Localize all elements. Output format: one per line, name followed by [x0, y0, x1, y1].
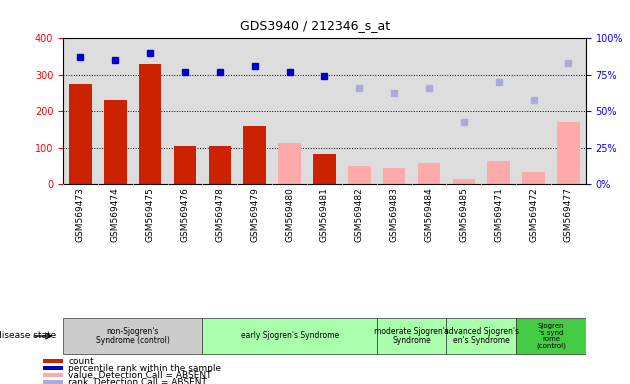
- FancyBboxPatch shape: [516, 318, 586, 354]
- Text: GSM569482: GSM569482: [355, 187, 364, 242]
- FancyBboxPatch shape: [447, 318, 516, 354]
- FancyBboxPatch shape: [63, 318, 202, 354]
- Text: GDS3940 / 212346_s_at: GDS3940 / 212346_s_at: [240, 19, 390, 32]
- Bar: [383, 168, 406, 184]
- Text: GSM569485: GSM569485: [459, 187, 468, 242]
- Text: GSM569473: GSM569473: [76, 187, 85, 242]
- Bar: [522, 172, 545, 184]
- Text: early Sjogren's Syndrome: early Sjogren's Syndrome: [241, 331, 339, 341]
- Bar: [43, 380, 63, 384]
- Text: value, Detection Call = ABSENT: value, Detection Call = ABSENT: [69, 371, 212, 380]
- Text: GSM569475: GSM569475: [146, 187, 154, 242]
- Text: GSM569483: GSM569483: [390, 187, 399, 242]
- Bar: [557, 122, 580, 184]
- Bar: [488, 161, 510, 184]
- Text: GSM569484: GSM569484: [425, 187, 433, 242]
- Bar: [43, 373, 63, 377]
- Text: GSM569477: GSM569477: [564, 187, 573, 242]
- Text: non-Sjogren's
Syndrome (control): non-Sjogren's Syndrome (control): [96, 327, 169, 345]
- Text: GSM569481: GSM569481: [320, 187, 329, 242]
- Bar: [139, 64, 161, 184]
- Bar: [209, 146, 231, 184]
- Bar: [452, 179, 475, 184]
- Text: moderate Sjogren's
Syndrome: moderate Sjogren's Syndrome: [374, 327, 449, 345]
- Bar: [104, 101, 127, 184]
- Bar: [348, 166, 370, 184]
- Text: GSM569472: GSM569472: [529, 187, 538, 242]
- Text: GSM569476: GSM569476: [181, 187, 190, 242]
- Bar: [278, 143, 301, 184]
- Bar: [418, 163, 440, 184]
- Text: GSM569471: GSM569471: [495, 187, 503, 242]
- Text: GSM569479: GSM569479: [250, 187, 259, 242]
- Bar: [313, 154, 336, 184]
- Text: rank, Detection Call = ABSENT: rank, Detection Call = ABSENT: [69, 377, 207, 384]
- Bar: [43, 366, 63, 370]
- FancyBboxPatch shape: [377, 318, 447, 354]
- Text: Sjogren
's synd
rome
(control): Sjogren 's synd rome (control): [536, 323, 566, 349]
- FancyBboxPatch shape: [202, 318, 377, 354]
- Text: GSM569480: GSM569480: [285, 187, 294, 242]
- Bar: [69, 84, 92, 184]
- Text: GSM569474: GSM569474: [111, 187, 120, 242]
- Text: advanced Sjogren's
en's Syndrome: advanced Sjogren's en's Syndrome: [444, 327, 519, 345]
- Text: disease state: disease state: [0, 331, 57, 341]
- Text: count: count: [69, 357, 94, 366]
- Text: GSM569478: GSM569478: [215, 187, 224, 242]
- Text: percentile rank within the sample: percentile rank within the sample: [69, 364, 222, 372]
- Bar: [43, 359, 63, 363]
- Bar: [174, 146, 197, 184]
- Bar: [243, 126, 266, 184]
